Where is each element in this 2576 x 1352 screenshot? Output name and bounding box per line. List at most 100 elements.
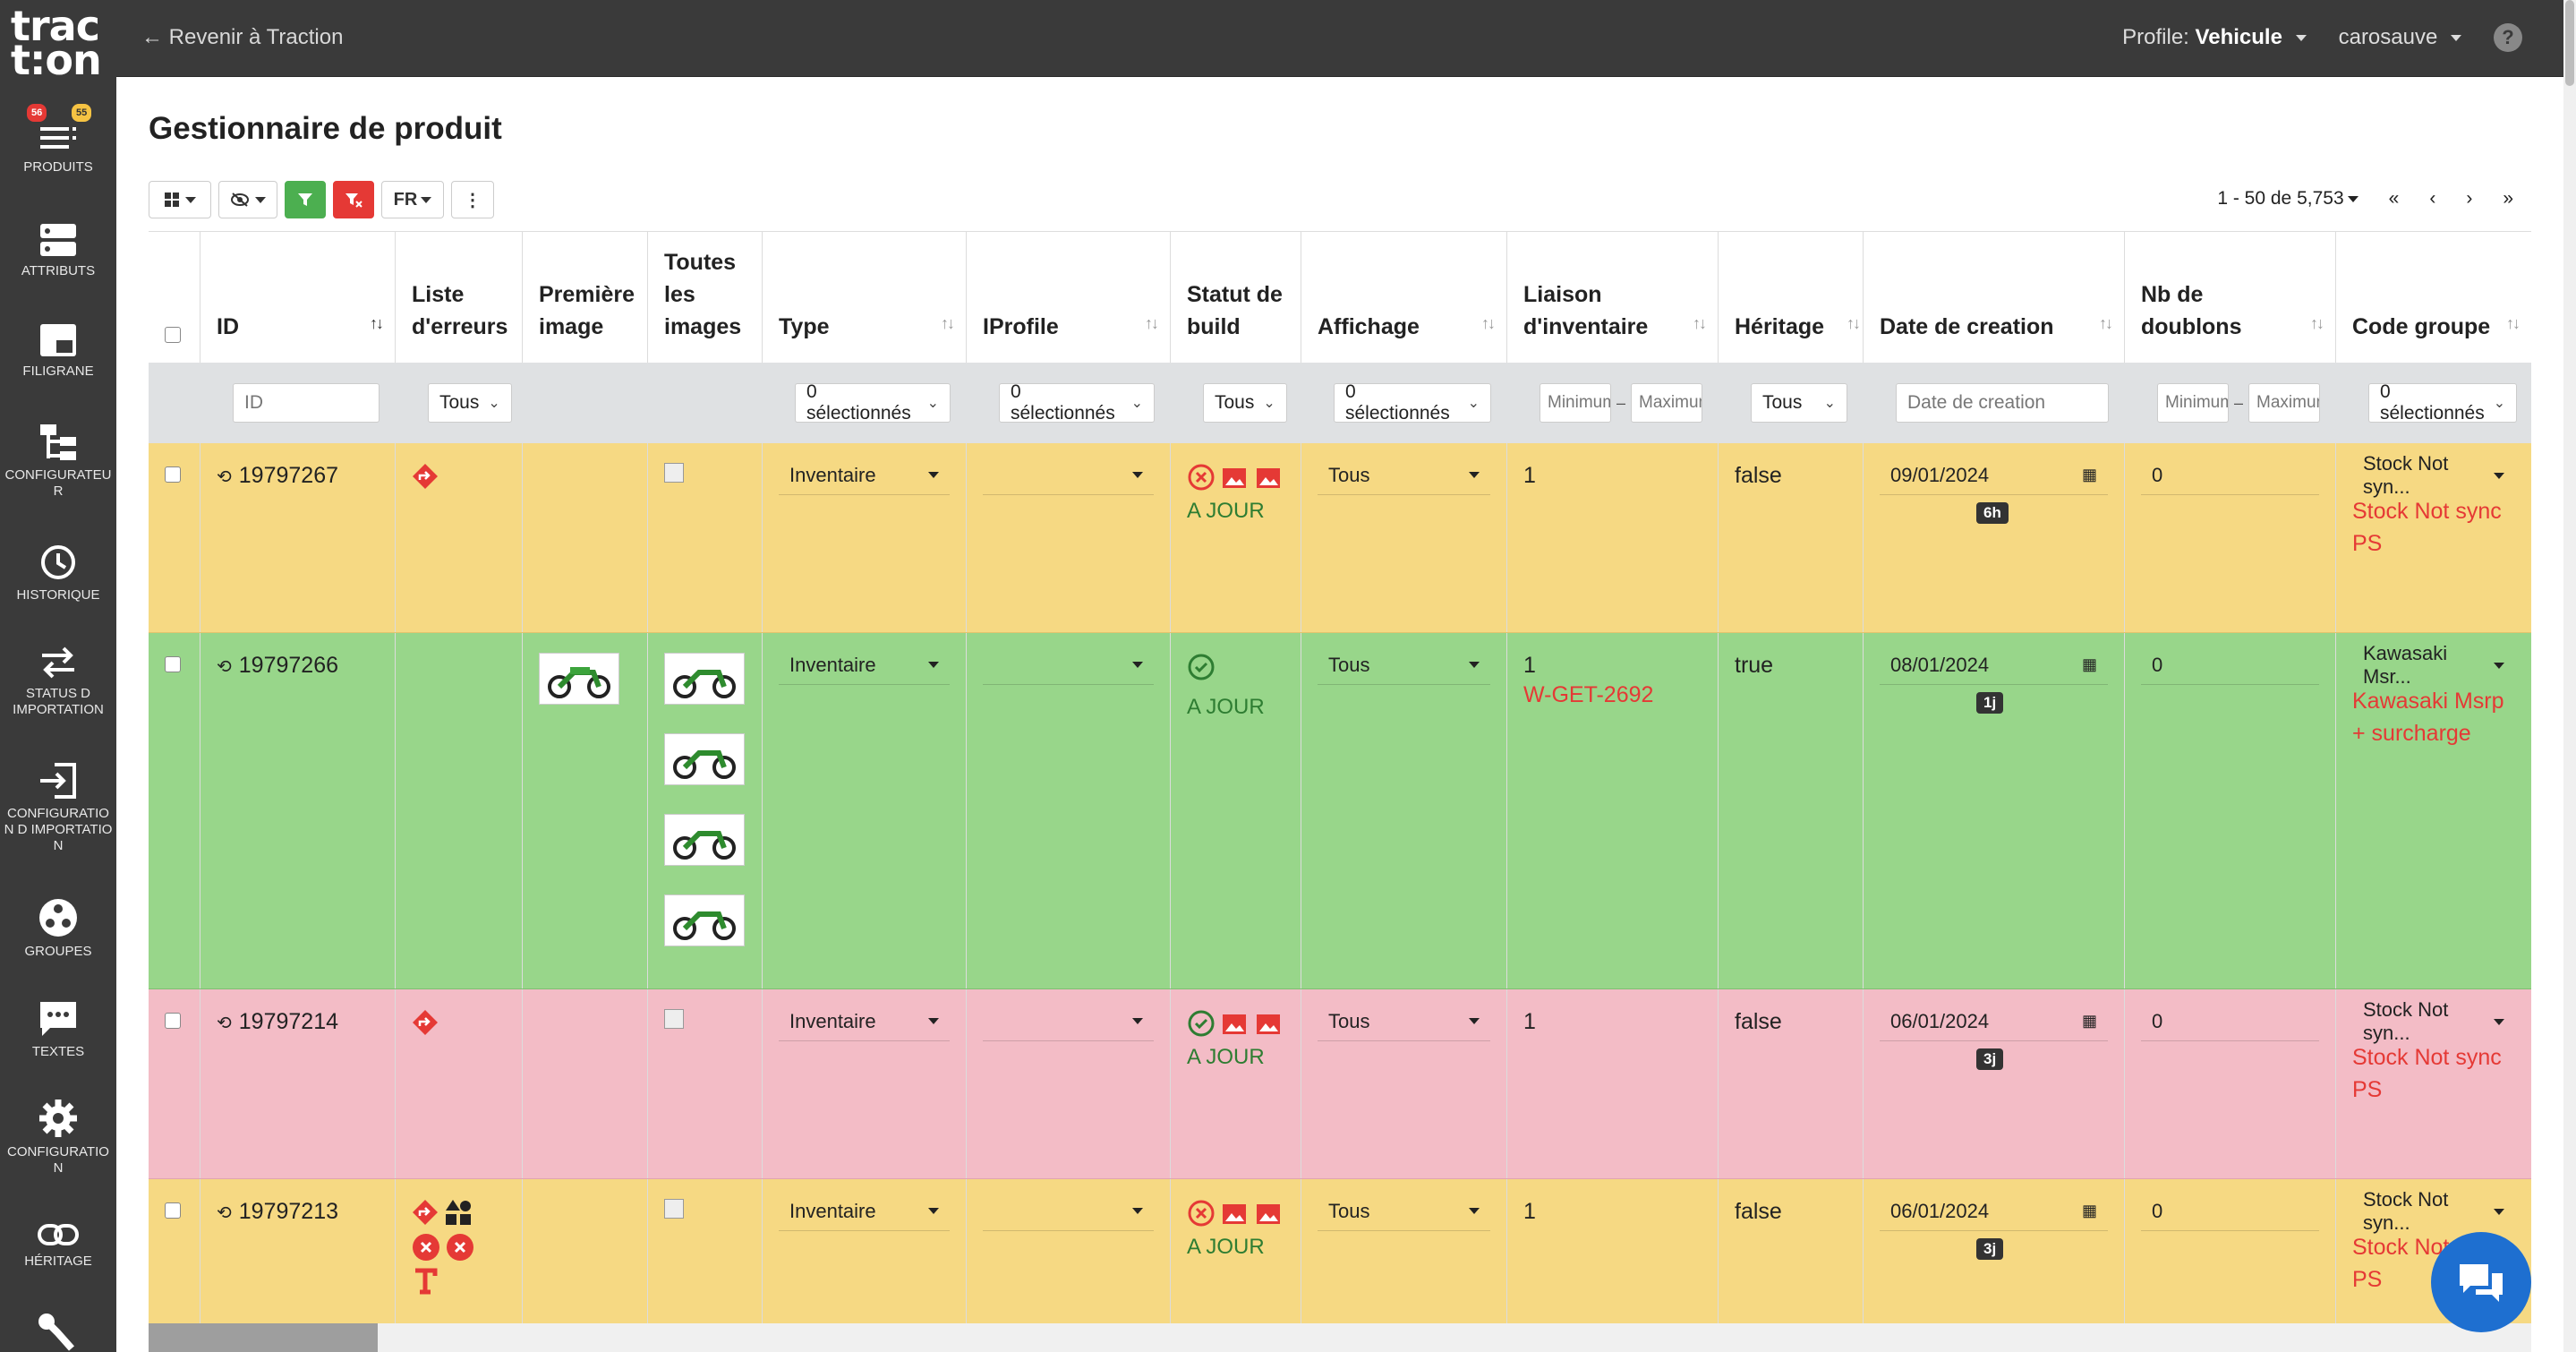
- error-circle-icon[interactable]: [412, 1233, 440, 1262]
- iprofile-select[interactable]: [983, 1002, 1154, 1041]
- column-visibility-button[interactable]: [218, 181, 277, 218]
- images-icon[interactable]: [1221, 1199, 1250, 1228]
- images-icon[interactable]: [1255, 1009, 1284, 1038]
- col-header-iprofile[interactable]: IProfile ↑↓: [967, 232, 1171, 363]
- type-select[interactable]: Inventaire: [779, 1192, 950, 1231]
- calendar-icon[interactable]: ▦: [2081, 1012, 2097, 1030]
- sort-icon[interactable]: ↑↓: [1145, 314, 1159, 332]
- sort-icon[interactable]: ↑↓: [1481, 314, 1496, 332]
- motorcycle-thumbnail[interactable]: [664, 733, 745, 785]
- horizontal-scrollbar[interactable]: [149, 1323, 2531, 1352]
- sidebar-item-historique[interactable]: HISTORIQUE: [0, 543, 116, 603]
- col-header-heritage[interactable]: Héritage ↑↓: [1719, 232, 1864, 363]
- duplicates-input[interactable]: 0: [2141, 646, 2319, 685]
- type-select[interactable]: Inventaire: [779, 1002, 950, 1041]
- col-header-inventory-link[interactable]: Liaison d'inventaire ↑↓: [1507, 232, 1719, 363]
- affichage-select[interactable]: Tous: [1318, 646, 1490, 685]
- text-error-icon[interactable]: [412, 1267, 439, 1296]
- row-checkbox[interactable]: [165, 656, 181, 672]
- affichage-select[interactable]: Tous: [1318, 456, 1490, 495]
- redirect-error-icon[interactable]: [412, 1199, 439, 1226]
- sidebar-item-status-importation[interactable]: STATUS D IMPORTATION: [0, 645, 116, 718]
- sort-icon[interactable]: ↑↓: [2506, 314, 2521, 332]
- duplicates-min-input[interactable]: Minimum: [2157, 383, 2229, 423]
- type-filter-select[interactable]: 0 sélectionnés ⌄: [795, 381, 951, 424]
- build-filter-select[interactable]: Tous ⌄: [1203, 383, 1287, 423]
- sidebar-item-configuration[interactable]: CONFIGURATION: [0, 1098, 116, 1177]
- duplicates-input[interactable]: 0: [2141, 1192, 2319, 1231]
- traction-logo[interactable]: trac t:on: [11, 5, 109, 81]
- vertical-scroll-thumb[interactable]: [2565, 0, 2574, 86]
- col-header-id[interactable]: ID ↑↓: [200, 232, 396, 363]
- group-select[interactable]: Kawasaki Msr...: [2352, 642, 2515, 688]
- vertical-scrollbar[interactable]: [2563, 0, 2576, 1352]
- sidebar-item-tools[interactable]: [0, 1313, 116, 1352]
- calendar-icon[interactable]: ▦: [2081, 466, 2097, 483]
- history-icon[interactable]: ⟲: [217, 657, 232, 677]
- table-row[interactable]: ⟲ 19797267 Inventaire A JOUR Tous 1 false…: [149, 443, 2531, 633]
- row-id-cell[interactable]: ⟲ 19797213: [200, 1179, 396, 1323]
- group-select[interactable]: Stock Not syn...: [2352, 452, 2515, 498]
- motorcycle-thumbnail[interactable]: [539, 653, 619, 705]
- created-date-input[interactable]: 06/01/2024 ▦: [1880, 1002, 2108, 1041]
- back-to-traction-link[interactable]: ← Revenir à Traction: [141, 25, 343, 50]
- table-row[interactable]: ⟲ 19797266 Inventaire A JOUR Tous 1 W-GET-…: [149, 633, 2531, 989]
- affichage-select[interactable]: Tous: [1318, 1002, 1490, 1041]
- table-row[interactable]: ⟲ 19797214 Inventaire A JOUR Tous 1 false…: [149, 989, 2531, 1179]
- col-header-affichage[interactable]: Affichage ↑↓: [1301, 232, 1507, 363]
- col-header-created-date[interactable]: Date de creation ↑↓: [1864, 232, 2125, 363]
- sort-icon[interactable]: ↑↓: [2099, 314, 2113, 332]
- inventory-min-input[interactable]: Minimum: [1540, 383, 1611, 423]
- history-icon[interactable]: ⟲: [217, 467, 232, 487]
- redirect-error-icon[interactable]: [412, 463, 439, 490]
- chat-widget-button[interactable]: [2431, 1232, 2531, 1332]
- iprofile-select[interactable]: [983, 646, 1154, 685]
- sidebar-item-filigrane[interactable]: FILIGRANE: [0, 322, 116, 380]
- row-id-cell[interactable]: ⟲ 19797266: [200, 633, 396, 988]
- more-options-button[interactable]: ⋮: [451, 181, 494, 218]
- help-icon[interactable]: ?: [2494, 23, 2522, 52]
- duplicates-input[interactable]: 0: [2141, 1002, 2319, 1041]
- layout-button[interactable]: [149, 181, 211, 218]
- next-page-button[interactable]: ›: [2466, 188, 2473, 209]
- language-dropdown[interactable]: FR: [381, 181, 444, 218]
- horizontal-scroll-thumb[interactable]: [149, 1323, 378, 1352]
- last-page-button[interactable]: »: [2503, 188, 2513, 209]
- user-dropdown[interactable]: carosauve: [2339, 25, 2461, 50]
- calendar-icon[interactable]: ▦: [2081, 1202, 2097, 1219]
- images-icon[interactable]: [1221, 1009, 1250, 1038]
- created-date-input[interactable]: 08/01/2024 ▦: [1880, 646, 2108, 685]
- row-checkbox[interactable]: [165, 1202, 181, 1219]
- sort-icon[interactable]: ↑↓: [2310, 314, 2324, 332]
- sidebar-item-groupes[interactable]: GROUPES: [0, 897, 116, 960]
- motorcycle-thumbnail[interactable]: [664, 653, 745, 705]
- col-header-duplicates[interactable]: Nb de doublons ↑↓: [2125, 232, 2336, 363]
- type-select[interactable]: Inventaire: [779, 646, 950, 685]
- iprofile-filter-select[interactable]: 0 sélectionnés ⌄: [999, 381, 1155, 424]
- history-icon[interactable]: ⟲: [217, 1203, 232, 1223]
- sidebar-item-configurateur[interactable]: CONFIGURATEUR: [0, 423, 116, 500]
- apply-filter-button[interactable]: [285, 181, 326, 218]
- row-checkbox[interactable]: [165, 1013, 181, 1029]
- inventory-link-code[interactable]: W-GET-2692: [1523, 682, 1654, 707]
- id-filter-input[interactable]: ID: [233, 383, 380, 423]
- type-select[interactable]: Inventaire: [779, 456, 950, 495]
- group-select[interactable]: Stock Not syn...: [2352, 1188, 2515, 1234]
- page-range-dropdown[interactable]: 1 - 50 de 5,753: [2217, 188, 2358, 210]
- images-icon[interactable]: [1255, 463, 1284, 492]
- prev-page-button[interactable]: ‹: [2429, 188, 2436, 209]
- history-icon[interactable]: ⟲: [217, 1014, 232, 1033]
- col-header-group-code[interactable]: Code groupe ↑↓: [2336, 232, 2531, 363]
- table-row[interactable]: ⟲ 19797213 Inventaire: [149, 1179, 2531, 1323]
- sidebar-item-attributs[interactable]: ATTRIBUTS: [0, 222, 116, 279]
- profile-dropdown[interactable]: Profile: Vehicule: [2122, 25, 2307, 50]
- sidebar-item-configuration-importation[interactable]: CONFIGURATION D IMPORTATION: [0, 761, 116, 854]
- duplicates-max-input[interactable]: Maximum: [2248, 383, 2320, 423]
- created-date-input[interactable]: 09/01/2024 ▦: [1880, 456, 2108, 495]
- motorcycle-thumbnail[interactable]: [664, 894, 745, 946]
- calendar-icon[interactable]: ▦: [2081, 655, 2097, 673]
- first-page-button[interactable]: «: [2388, 188, 2400, 209]
- error-circle-icon[interactable]: [1187, 1199, 1215, 1228]
- select-all-checkbox[interactable]: [165, 327, 181, 343]
- errors-filter-select[interactable]: Tous ⌄: [428, 383, 512, 423]
